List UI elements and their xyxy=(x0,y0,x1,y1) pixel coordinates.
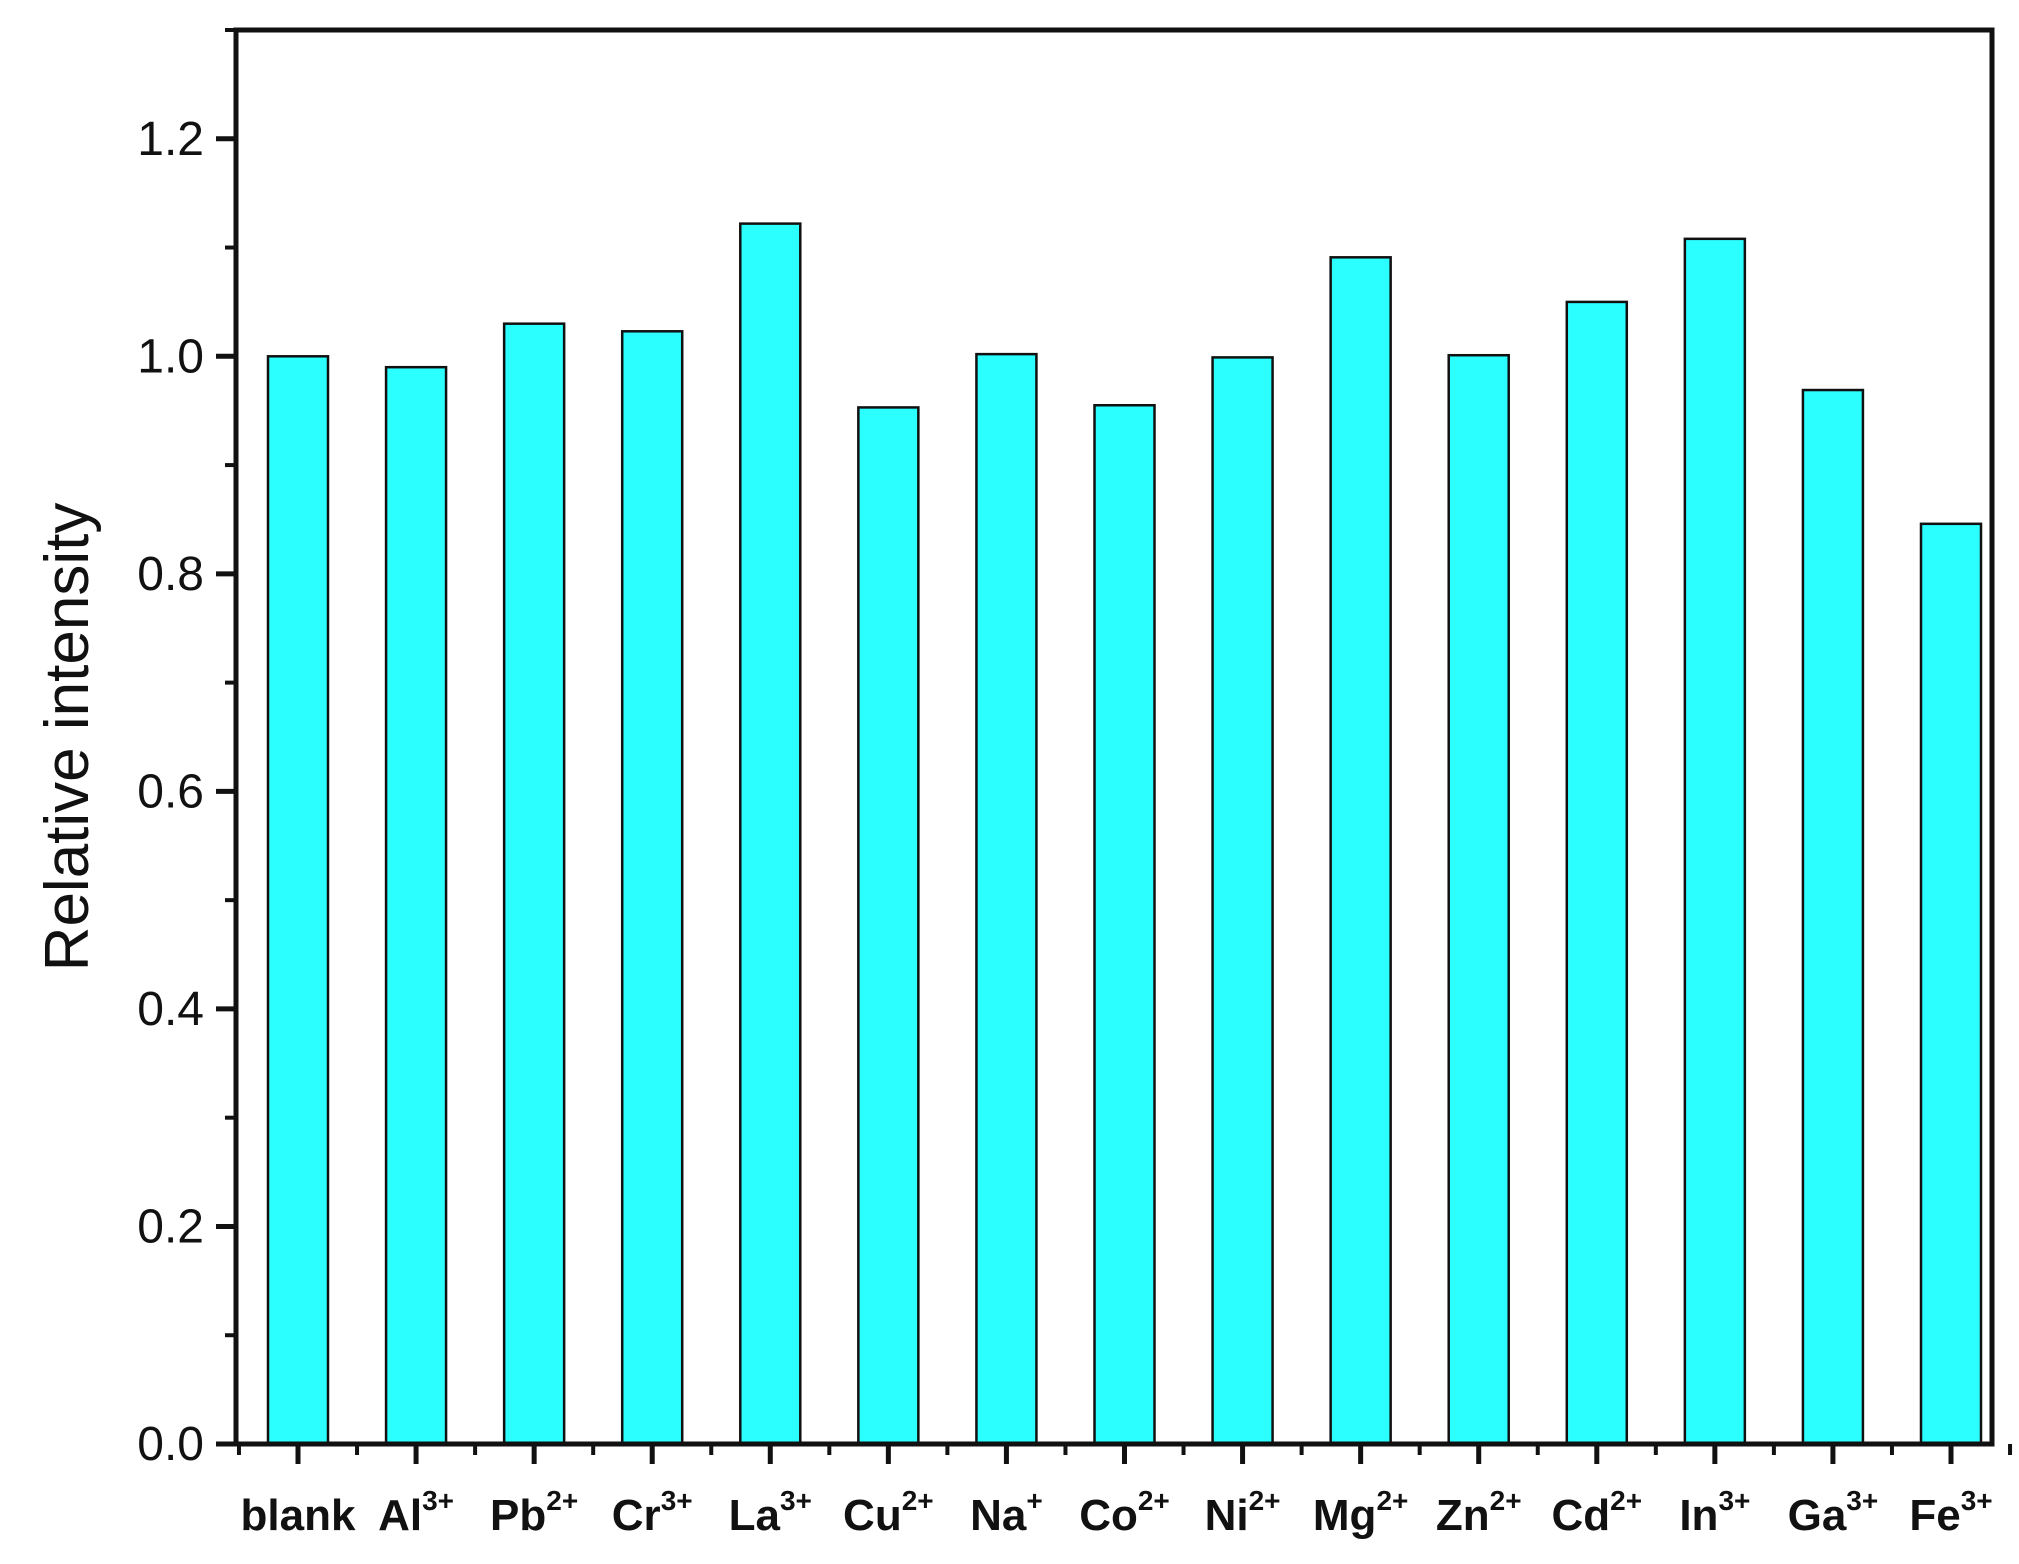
x-category-label: Mg2+ xyxy=(1313,1485,1408,1540)
x-category-label: Cr3+ xyxy=(612,1485,693,1540)
x-category-label: Pb2+ xyxy=(490,1485,578,1540)
bar xyxy=(1329,256,1392,1446)
bar xyxy=(1447,353,1510,1446)
y-tick-label: 1.2 xyxy=(137,113,204,166)
x-category-label: Cu2+ xyxy=(843,1485,934,1540)
bar xyxy=(975,352,1038,1446)
bar xyxy=(1919,522,1983,1446)
bar xyxy=(1211,356,1274,1446)
x-category-label: In3+ xyxy=(1679,1485,1750,1540)
bars-layer xyxy=(266,222,1983,1446)
x-category-label: La3+ xyxy=(729,1485,812,1540)
x-category-label: Al3+ xyxy=(378,1485,454,1540)
x-category-label: Zn2+ xyxy=(1436,1485,1522,1540)
x-category-label: Fe3+ xyxy=(1909,1485,1992,1540)
bar xyxy=(620,330,684,1446)
bar xyxy=(502,322,566,1446)
y-tick-label: 1.0 xyxy=(137,330,204,383)
y-tick-label: 0.8 xyxy=(137,548,204,601)
bar xyxy=(1683,237,1747,1446)
axes-layer xyxy=(233,27,1995,1447)
bar xyxy=(1093,404,1156,1446)
y-axis-title: Relative intensity xyxy=(33,503,102,972)
x-category-label: blank xyxy=(241,1491,356,1540)
y-tick-label: 0.0 xyxy=(137,1418,204,1471)
bar xyxy=(857,406,920,1446)
y-tick-label: 0.4 xyxy=(137,983,204,1036)
x-category-label: Co2+ xyxy=(1079,1485,1170,1540)
bar xyxy=(384,365,448,1446)
x-category-label: Na+ xyxy=(970,1485,1043,1540)
bar xyxy=(1801,388,1865,1446)
ticks-layer xyxy=(216,28,2013,1464)
bar xyxy=(266,355,330,1446)
x-category-label: Cd2+ xyxy=(1551,1485,1642,1540)
bar xyxy=(739,222,802,1446)
x-category-label: Ga3+ xyxy=(1788,1485,1879,1540)
y-tick-label: 0.2 xyxy=(137,1200,204,1253)
x-category-label: Ni2+ xyxy=(1205,1485,1281,1540)
labels-layer: 0.0 0.2 0.4 0.6 0.8 1.0 1.2 blank Al3+ Pb2+ Cr3+ La… xyxy=(137,113,1992,1540)
bar xyxy=(1565,300,1629,1446)
y-tick-label: 0.6 xyxy=(137,765,204,818)
plot-frame xyxy=(233,27,1995,1447)
